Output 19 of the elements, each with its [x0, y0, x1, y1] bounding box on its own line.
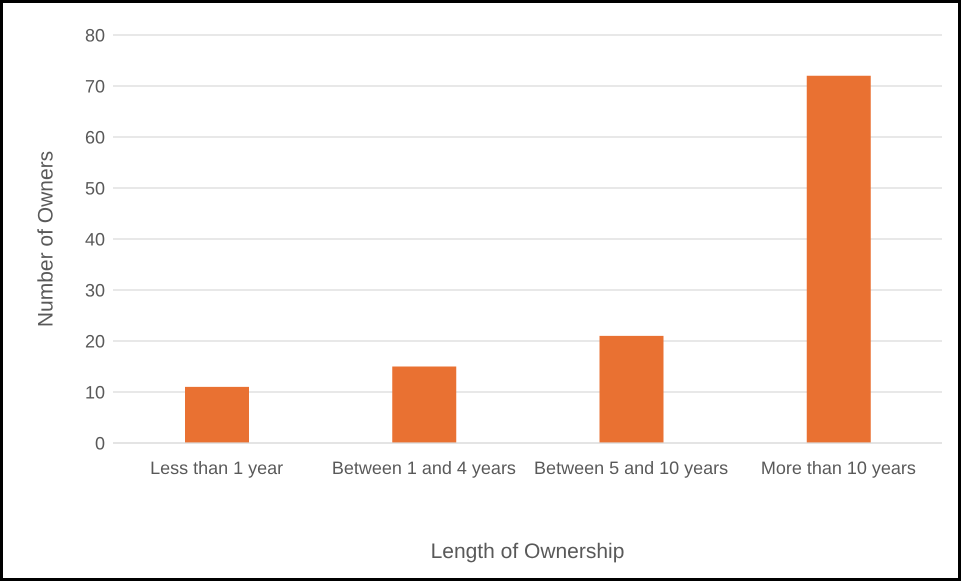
bar [185, 386, 249, 443]
x-tick-label: Less than 1 year [150, 458, 284, 478]
y-tick-label: 20 [84, 331, 105, 352]
x-tick-label: More than 10 years [760, 458, 916, 478]
y-tick-label: 10 [84, 382, 105, 402]
y-tick-label: 0 [94, 433, 105, 454]
bar [600, 336, 664, 443]
x-tick-label: Between 1 and 4 years [332, 458, 516, 478]
bar [392, 366, 456, 443]
x-tick-label: Between 5 and 10 years [534, 458, 728, 478]
y-tick-label: 30 [84, 280, 105, 300]
y-tick-label: 40 [84, 229, 105, 250]
y-tick-label: 60 [84, 127, 105, 148]
bar [806, 76, 871, 443]
y-tick-label: 70 [84, 76, 105, 96]
y-tick-label: 80 [84, 25, 105, 46]
y-axis-title: Number of Owners [34, 150, 58, 328]
x-axis-title: Length of Ownership [430, 540, 624, 563]
y-tick-label: 50 [84, 178, 105, 198]
